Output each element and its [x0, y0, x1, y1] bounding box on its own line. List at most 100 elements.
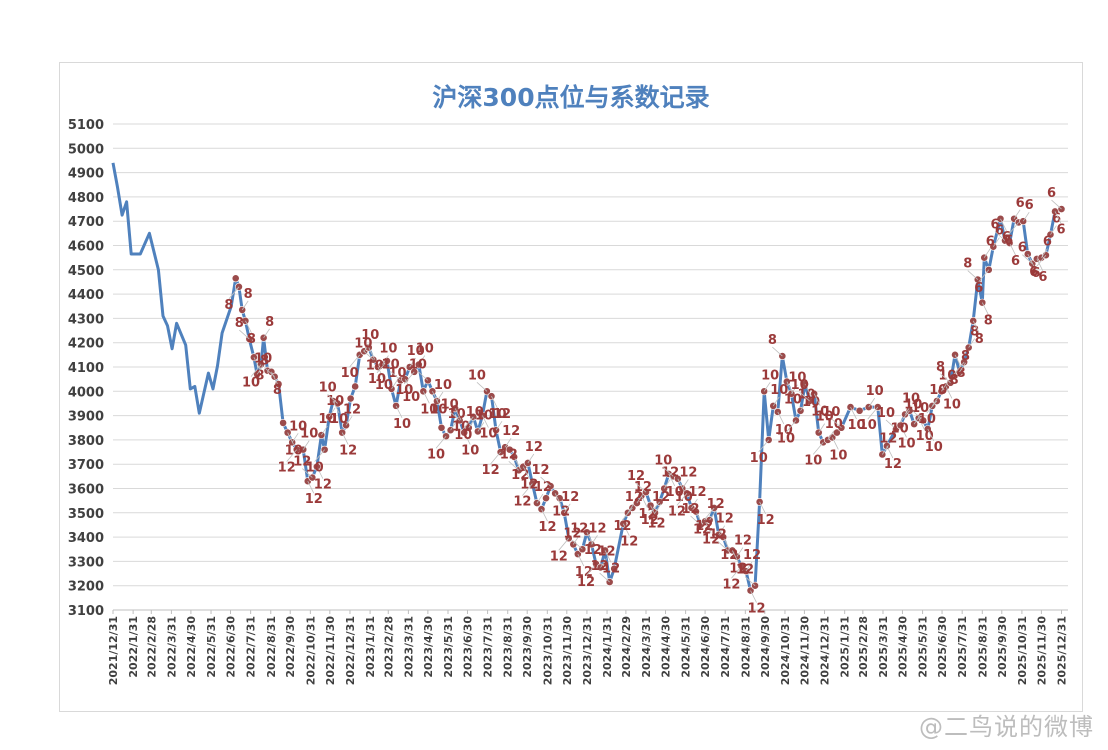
label-leader-line [682, 479, 689, 489]
label-leader-line [558, 538, 570, 551]
coefficient-label: 6 [1056, 222, 1065, 237]
label-leader-line [302, 468, 313, 478]
label-leader-line [981, 302, 989, 315]
label-leader-line [536, 493, 544, 504]
label-leader-line [1051, 199, 1062, 210]
x-tick-label: 2025/3/31 [877, 616, 890, 678]
y-tick-label: 3300 [68, 555, 104, 570]
label-leader-line [718, 525, 726, 535]
coefficient-label: 8 [224, 298, 233, 313]
coefficient-label: 6 [1011, 254, 1020, 269]
data-point-marker [279, 418, 287, 427]
label-leader-line [585, 563, 597, 577]
coefficient-label: 8 [768, 333, 777, 348]
label-leader-line [435, 435, 447, 449]
coefficient-label: 10 [427, 447, 445, 462]
label-leader-line [695, 511, 703, 524]
x-tick-label: 2021/12/31 [107, 616, 120, 685]
coefficient-label: 12 [736, 563, 754, 578]
label-leader-line [818, 423, 826, 433]
coefficient-label: 10 [368, 372, 386, 387]
coefficient-label: 12 [339, 444, 357, 459]
data-point-marker [437, 423, 446, 432]
coefficient-label: 8 [244, 287, 253, 302]
label-leader-line [627, 503, 635, 514]
coefficient-label: 10 [407, 344, 425, 359]
x-tick-label: 2024/6/30 [699, 616, 712, 678]
coefficient-label: 10 [242, 376, 260, 391]
label-leader-line [968, 338, 976, 348]
coefficient-label: 10 [289, 419, 307, 434]
label-leader-line [314, 449, 325, 462]
coefficient-label: 12 [482, 463, 500, 478]
coefficient-label: 8 [936, 360, 945, 375]
y-tick-label: 4300 [68, 312, 104, 327]
coefficient-label: 8 [265, 315, 274, 330]
chart-title: 沪深300点位与系数记录 [432, 83, 710, 112]
coefficient-label: 10 [904, 397, 922, 412]
x-tick-label: 2024/5/31 [680, 616, 693, 678]
coefficient-label: 12 [520, 478, 538, 493]
x-tick-label: 2022/7/31 [245, 616, 258, 678]
coefficient-label: 10 [918, 412, 936, 427]
label-leader-line [812, 442, 824, 455]
x-tick-label: 2022/9/30 [284, 616, 297, 678]
coefficient-label: 6 [974, 281, 983, 296]
x-tick-label: 2023/7/31 [482, 616, 495, 678]
coefficient-label: 10 [379, 342, 397, 357]
label-leader-line [635, 482, 647, 493]
label-leader-line [436, 391, 444, 402]
label-leader-line [972, 320, 980, 334]
label-leader-line [245, 320, 252, 334]
coefficient-label: 12 [500, 447, 518, 462]
label-leader-line [271, 371, 278, 385]
label-leader-line [786, 381, 794, 394]
coefficient-label: 12 [552, 504, 570, 519]
coefficient-label: 10 [454, 428, 472, 443]
label-leader-line [363, 341, 371, 352]
coefficient-label: 10 [859, 418, 877, 433]
coefficient-label: 12 [532, 463, 550, 478]
coefficient-label: 12 [709, 527, 727, 542]
coefficient-label: 6 [995, 224, 1004, 239]
label-leader-line [1041, 248, 1048, 258]
coefficient-label: 10 [877, 406, 895, 421]
coefficient-label: 10 [911, 401, 929, 416]
x-tick-label: 2023/8/31 [502, 616, 515, 678]
label-leader-line [395, 405, 403, 419]
label-leader-line [668, 473, 676, 487]
coefficient-label: 12 [634, 480, 652, 495]
label-leader-line [604, 550, 612, 563]
label-leader-line [912, 411, 924, 421]
data-point-marker [610, 564, 619, 573]
label-leader-line [722, 536, 730, 550]
coefficient-label: 12 [550, 549, 568, 564]
coefficient-label: 10 [429, 402, 447, 417]
label-leader-line [264, 367, 275, 378]
data-point-marker [542, 494, 550, 503]
coefficient-label: 10 [750, 451, 768, 466]
coefficient-label: 12 [702, 532, 720, 547]
label-leader-line [563, 503, 571, 514]
label-leader-line [591, 535, 598, 545]
coefficient-label: 6 [1018, 241, 1027, 256]
y-tick-label: 4900 [68, 167, 104, 182]
label-leader-line [899, 410, 910, 423]
coefficient-label: 12 [493, 407, 511, 422]
label-leader-line [328, 407, 336, 418]
label-leader-line [663, 479, 671, 489]
coefficient-label: 10 [943, 397, 961, 412]
coefficient-label: 12 [695, 519, 713, 534]
label-leader-line [649, 501, 660, 515]
coefficient-label: 10 [866, 384, 884, 399]
label-leader-line [256, 365, 264, 375]
x-tick-label: 2024/12/31 [819, 616, 832, 685]
label-leader-line [600, 558, 607, 568]
label-leader-line [709, 510, 716, 521]
label-leader-line [376, 360, 388, 374]
data-point-marker [855, 406, 864, 415]
label-leader-line [953, 361, 965, 375]
coefficient-label: 12 [602, 561, 620, 576]
label-leader-line [599, 572, 610, 583]
coefficient-label: 6 [1052, 212, 1061, 227]
